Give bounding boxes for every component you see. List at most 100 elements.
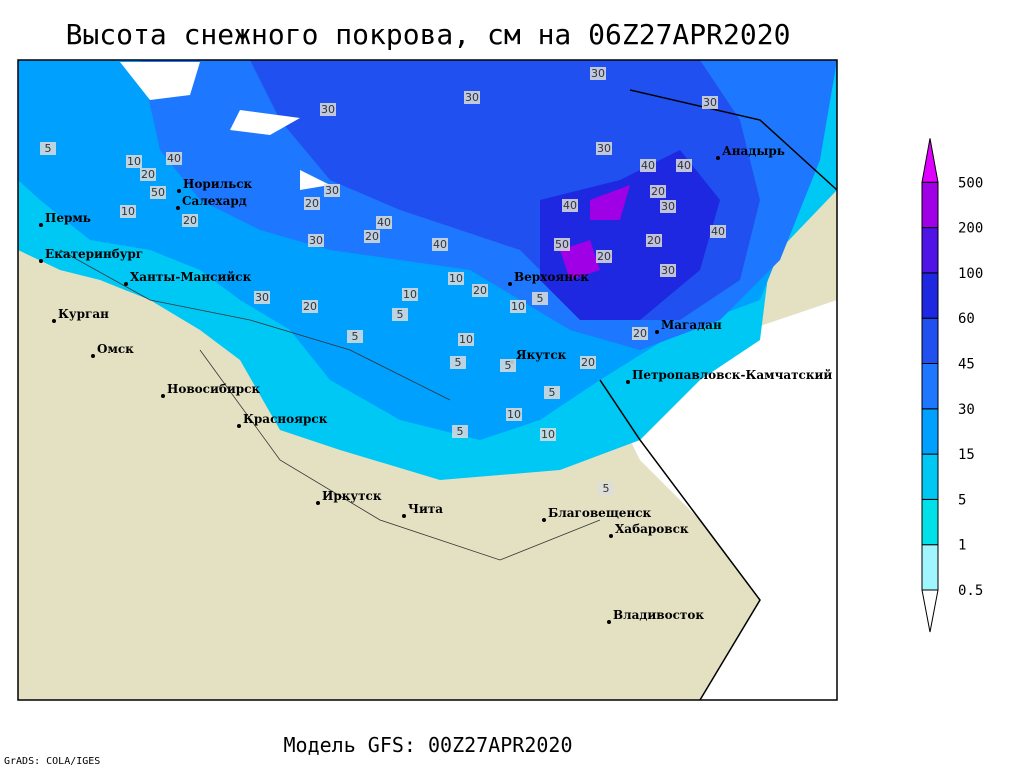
- contour-label-bg: [660, 264, 676, 277]
- contour-label: 5: [549, 386, 556, 399]
- borders: [59, 249, 601, 561]
- contour-label: 20: [647, 234, 661, 247]
- city-dot: [39, 259, 43, 263]
- contour-label: 40: [677, 159, 691, 172]
- city-dot: [542, 518, 546, 522]
- legend-swatch: [921, 317, 939, 365]
- contour-label: 10: [459, 333, 473, 346]
- legend-label: 30: [958, 402, 975, 418]
- contour-label-bg: [540, 428, 556, 441]
- map: [17, 59, 838, 701]
- contour-label: 20: [305, 197, 319, 210]
- contour-label-bg: [632, 327, 648, 340]
- contour-label-bg: [448, 272, 464, 285]
- contour-label: 40: [433, 238, 447, 251]
- legend-swatch: [921, 408, 939, 455]
- city-dot: [161, 394, 165, 398]
- contour-label-bg: [432, 238, 448, 251]
- legend-label: 1: [958, 538, 966, 554]
- contour-label: 5: [45, 142, 52, 155]
- contour-label: 40: [711, 225, 725, 238]
- contour-label-bg: [472, 284, 488, 297]
- contour-label-bg: [532, 292, 548, 305]
- contour-label-bg: [650, 185, 666, 198]
- contour-label-bg: [506, 408, 522, 421]
- legend-label: 100: [958, 266, 983, 282]
- city-label: Иркутск: [322, 489, 382, 503]
- city-label: Красноярск: [243, 412, 328, 426]
- contour-label: 10: [511, 300, 525, 313]
- legend-top-tip: [921, 138, 939, 183]
- contour-label-bg: [562, 199, 578, 212]
- contour-label: 30: [255, 291, 269, 304]
- contour-label: 20: [651, 185, 665, 198]
- city-dot: [91, 354, 95, 358]
- contour-label: 5: [397, 308, 404, 321]
- contour-label: 40: [167, 152, 181, 165]
- contour-label: 20: [597, 250, 611, 263]
- city-label: Курган: [58, 307, 109, 321]
- city-dot: [176, 206, 180, 210]
- city-label: Екатеринбург: [45, 247, 143, 261]
- contour-label-bg: [596, 142, 612, 155]
- legend-swatch: [921, 272, 939, 319]
- contour-label: 20: [473, 284, 487, 297]
- contour-label: 40: [641, 159, 655, 172]
- contour-label: 5: [505, 359, 512, 372]
- contour-label-bg: [320, 103, 336, 116]
- contour-label-bg: [544, 386, 560, 399]
- contour-label-bg: [324, 184, 340, 197]
- contour-label: 30: [661, 264, 675, 277]
- legend-bottom-tip: [921, 589, 939, 633]
- legend-swatch: [921, 227, 939, 274]
- contour-label: 20: [633, 327, 647, 340]
- legend-label: 0.5: [958, 583, 983, 599]
- city-dot: [626, 380, 630, 384]
- contour-label: 30: [661, 200, 675, 213]
- city-label: Верхоянск: [514, 270, 589, 284]
- contour-label: 5: [603, 482, 610, 495]
- contour-label: 20: [365, 230, 379, 243]
- city-dot: [609, 534, 613, 538]
- contour-label-bg: [702, 96, 718, 109]
- contour-label: 20: [581, 356, 595, 369]
- city-dot: [316, 501, 320, 505]
- city-label: Магадан: [661, 318, 722, 332]
- contour-label: 30: [597, 142, 611, 155]
- contour-label-bg: [364, 230, 380, 243]
- contour-label-bg: [182, 214, 198, 227]
- city-dot: [177, 189, 181, 193]
- contour-label-bg: [510, 300, 526, 313]
- legend-swatch: [921, 181, 939, 229]
- contour-label-bg: [554, 238, 570, 251]
- contour-label-bg: [402, 288, 418, 301]
- contour-label-bg: [120, 205, 136, 218]
- map-frame: [17, 59, 838, 701]
- title: Высота снежного покрова, см на 06Z27APR2…: [66, 18, 791, 51]
- contour-label: 5: [455, 356, 462, 369]
- contour-label-bg: [40, 142, 56, 155]
- city-label: Анадырь: [722, 144, 785, 158]
- contour-label-bg: [150, 186, 166, 199]
- city-dot: [124, 282, 128, 286]
- city-label: Ханты-Мансийск: [130, 270, 252, 284]
- city-dot: [607, 620, 611, 624]
- contour-label-bg: [126, 155, 142, 168]
- city-dot: [716, 156, 720, 160]
- city-dot: [655, 330, 659, 334]
- contour-label: 10: [541, 428, 555, 441]
- city-label: Якутск: [516, 348, 567, 362]
- contour-label-bg: [660, 200, 676, 213]
- contour-label-bg: [676, 159, 692, 172]
- city-label: Чита: [408, 502, 443, 516]
- city-label: Хабаровск: [615, 522, 689, 536]
- contour-label: 5: [457, 425, 464, 438]
- contour-label: 5: [537, 292, 544, 305]
- labels: Норильск Салехард Пермь Екатеринбург Ханты-М…: [39, 67, 832, 624]
- contour-label: 30: [325, 184, 339, 197]
- contour-label: 30: [591, 67, 605, 80]
- city-label: Благовещенск: [548, 506, 652, 520]
- city-label: Омск: [97, 342, 134, 356]
- contour-label: 30: [465, 91, 479, 104]
